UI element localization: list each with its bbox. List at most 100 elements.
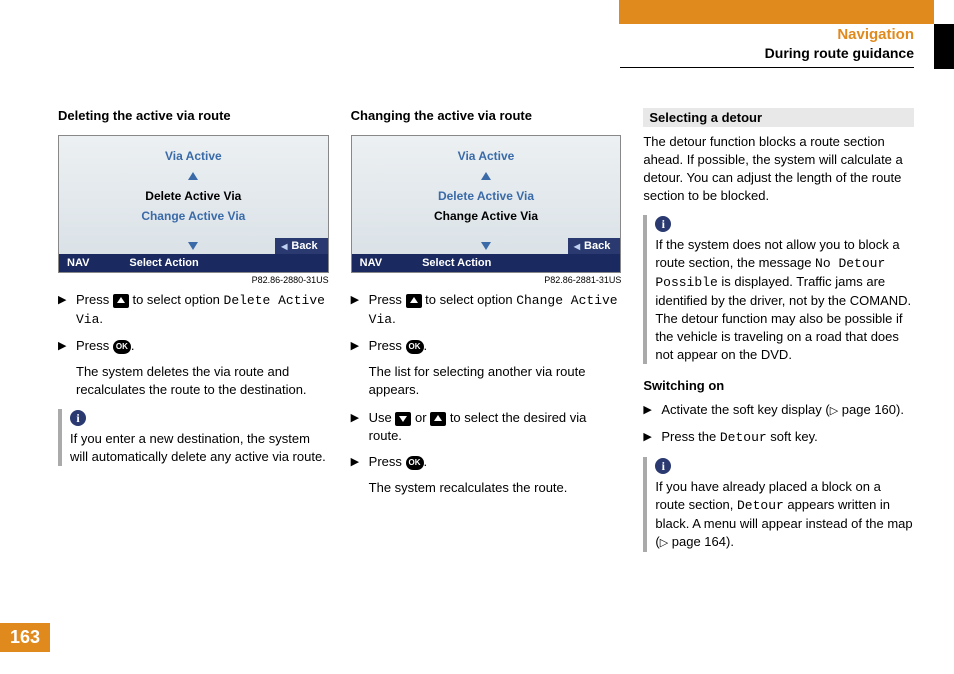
switching-on-heading: Switching on xyxy=(643,378,914,393)
footer-action: Select Action xyxy=(422,257,491,269)
header: Navigation During route guidance xyxy=(620,26,914,68)
step-text: Activate the soft key display (▷ page 16… xyxy=(661,401,914,420)
screenshot-change: Via Active Delete Active Via Change Acti… xyxy=(351,135,622,273)
t: or xyxy=(411,410,430,425)
footer-action: Select Action xyxy=(129,257,198,269)
info-block: i If you have already placed a block on … xyxy=(643,457,914,552)
t: to select option xyxy=(129,292,224,307)
t: Press xyxy=(369,338,406,353)
t: Press xyxy=(369,454,406,469)
step-arrow-icon: ▶ xyxy=(58,291,76,329)
col1-title: Deleting the active via route xyxy=(58,108,329,123)
up-button-icon xyxy=(430,412,446,426)
step-arrow-icon: ▶ xyxy=(643,401,661,420)
info-block: i If the system does not allow you to bl… xyxy=(643,215,914,364)
t: Press xyxy=(369,292,406,307)
footer-nav: NAV xyxy=(67,257,89,269)
t: Press xyxy=(76,338,113,353)
t: to select option xyxy=(422,292,517,307)
info-icon: i xyxy=(655,216,671,232)
page-ref-icon: ▷ xyxy=(830,405,838,417)
step-text: Press to select option Delete Active Via… xyxy=(76,291,329,329)
mono-text: Detour xyxy=(720,430,767,445)
up-button-icon xyxy=(406,294,422,308)
ok-button-icon: OK xyxy=(406,456,424,470)
column-change-via: Changing the active via route Via Active… xyxy=(351,108,622,634)
step-text: Press to select option Change Active Via… xyxy=(369,291,622,329)
back-button: Back xyxy=(275,238,327,254)
t: page 164). xyxy=(668,534,734,549)
screenshot-delete: Via Active Delete Active Via Change Acti… xyxy=(58,135,329,273)
column-detour: Selecting a detour The detour function b… xyxy=(643,108,914,634)
mono-text: Detour xyxy=(737,498,784,513)
scr-delete: Delete Active Via xyxy=(59,186,328,206)
ok-button-icon: OK xyxy=(113,340,131,354)
screen-body: Via Active Delete Active Via Change Acti… xyxy=(352,136,621,254)
nav-title: Navigation xyxy=(620,26,914,43)
info-body: i If you have already placed a block on … xyxy=(647,457,914,552)
col2-title: Changing the active via route xyxy=(351,108,622,123)
screen-body: Via Active Delete Active Via Change Acti… xyxy=(59,136,328,254)
step-arrow-icon: ▶ xyxy=(351,291,369,329)
info-icon: i xyxy=(70,410,86,426)
caption2: P82.86-2881-31US xyxy=(351,275,622,285)
step: ▶ Press OK. xyxy=(351,453,622,471)
column-delete-via: Deleting the active via route Via Active… xyxy=(58,108,329,634)
info-body: i If the system does not allow you to bl… xyxy=(647,215,914,364)
t: Activate the soft key display ( xyxy=(661,402,829,417)
step: ▶ Press the Detour soft key. xyxy=(643,428,914,447)
scr-delete: Delete Active Via xyxy=(352,186,621,206)
t: page 160). xyxy=(838,402,904,417)
t: Press the xyxy=(661,429,720,444)
scr-via: Via Active xyxy=(352,146,621,166)
step: ▶ Press OK. xyxy=(58,337,329,355)
result-text: The list for selecting another via route… xyxy=(369,363,622,399)
content-columns: Deleting the active via route Via Active… xyxy=(58,108,914,634)
tri-up-icon xyxy=(59,166,328,186)
header-orange-bar xyxy=(619,0,934,24)
sub-title: During route guidance xyxy=(620,45,914,61)
step: ▶ Press to select option Change Active V… xyxy=(351,291,622,329)
screen-footer: NAV Select Action xyxy=(59,254,328,272)
scr-change: Change Active Via xyxy=(59,206,328,226)
t: Press xyxy=(76,292,113,307)
t: Use xyxy=(369,410,396,425)
t: . xyxy=(424,338,428,353)
step-arrow-icon: ▶ xyxy=(351,453,369,471)
step-text: Use or to select the desired via route. xyxy=(369,409,622,445)
caption1: P82.86-2880-31US xyxy=(58,275,329,285)
t: . xyxy=(99,311,103,326)
side-black-tab xyxy=(934,24,954,69)
up-button-icon xyxy=(113,294,129,308)
t: soft key. xyxy=(767,429,818,444)
step-text: Press OK. xyxy=(369,337,622,355)
step-text: Press OK. xyxy=(76,337,329,355)
result-text: The system recalculates the route. xyxy=(369,479,622,497)
step: ▶ Use or to select the desired via route… xyxy=(351,409,622,445)
page-ref-icon: ▷ xyxy=(660,537,668,549)
info-icon: i xyxy=(655,458,671,474)
down-button-icon xyxy=(395,412,411,426)
footer-nav: NAV xyxy=(360,257,382,269)
scr-via: Via Active xyxy=(59,146,328,166)
intro-para: The detour function blocks a route secti… xyxy=(643,133,914,205)
page-number: 163 xyxy=(0,623,50,652)
ok-button-icon: OK xyxy=(406,340,424,354)
info-body: i If you enter a new destination, the sy… xyxy=(62,409,329,466)
info-block: i If you enter a new destination, the sy… xyxy=(58,409,329,466)
back-button: Back xyxy=(568,238,620,254)
result-text: The system deletes the via route and rec… xyxy=(76,363,329,399)
info-text: If you enter a new destination, the syst… xyxy=(70,431,326,464)
step-arrow-icon: ▶ xyxy=(58,337,76,355)
step-arrow-icon: ▶ xyxy=(351,337,369,355)
screen-footer: NAV Select Action xyxy=(352,254,621,272)
step: ▶ Press to select option Delete Active V… xyxy=(58,291,329,329)
t: . xyxy=(131,338,135,353)
step: ▶ Press OK. xyxy=(351,337,622,355)
t: . xyxy=(392,311,396,326)
step-text: Press the Detour soft key. xyxy=(661,428,914,447)
step-arrow-icon: ▶ xyxy=(643,428,661,447)
step-arrow-icon: ▶ xyxy=(351,409,369,445)
step: ▶ Activate the soft key display (▷ page … xyxy=(643,401,914,420)
t: . xyxy=(424,454,428,469)
